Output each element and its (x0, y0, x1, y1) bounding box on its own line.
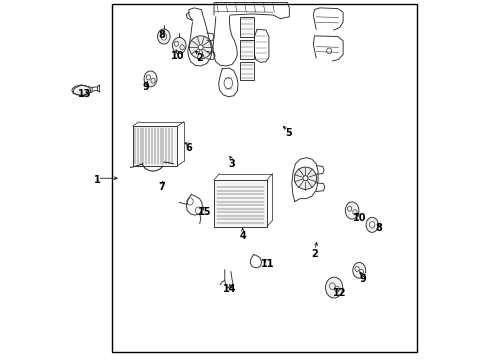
Text: 10: 10 (352, 213, 365, 222)
Ellipse shape (369, 222, 374, 228)
Text: 6: 6 (185, 143, 192, 153)
Text: 2: 2 (310, 248, 317, 258)
Text: 8: 8 (375, 224, 382, 233)
Text: 5: 5 (285, 129, 291, 138)
Ellipse shape (345, 202, 358, 219)
Text: 10: 10 (171, 51, 184, 61)
Ellipse shape (198, 45, 203, 50)
Text: 13: 13 (78, 89, 91, 99)
Bar (112, 4, 416, 352)
Text: 14: 14 (223, 284, 236, 294)
Text: 2: 2 (196, 53, 203, 63)
Text: 9: 9 (142, 82, 149, 92)
Text: 12: 12 (332, 288, 346, 298)
Bar (214, 180, 266, 226)
Text: 7: 7 (158, 182, 165, 192)
Text: 11: 11 (261, 259, 274, 269)
Ellipse shape (189, 36, 212, 59)
Bar (240, 62, 253, 80)
Ellipse shape (157, 29, 170, 44)
Ellipse shape (352, 262, 365, 278)
Text: 3: 3 (228, 159, 235, 169)
Text: 15: 15 (198, 207, 211, 217)
Ellipse shape (366, 217, 378, 232)
Bar (240, 17, 253, 37)
Ellipse shape (294, 167, 316, 189)
Ellipse shape (161, 33, 166, 40)
Ellipse shape (303, 176, 307, 181)
Text: 8: 8 (158, 30, 165, 40)
Bar (132, 126, 177, 166)
Text: 9: 9 (359, 274, 366, 284)
Ellipse shape (172, 37, 185, 54)
Ellipse shape (325, 277, 342, 298)
Text: 1: 1 (94, 175, 101, 185)
Bar (240, 40, 253, 59)
Text: 4: 4 (239, 231, 245, 240)
Ellipse shape (144, 71, 157, 87)
Ellipse shape (72, 85, 90, 95)
